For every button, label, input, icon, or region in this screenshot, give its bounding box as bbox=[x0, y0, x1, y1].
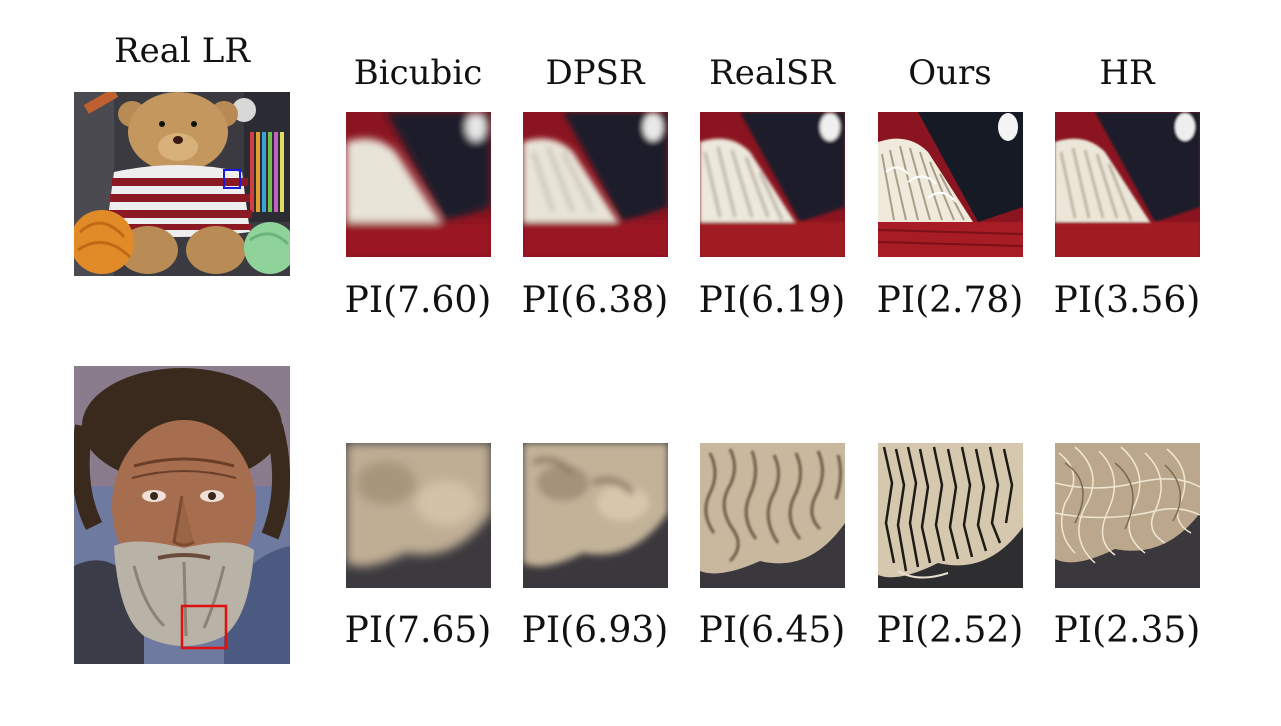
teddy-hr-score: PI(3.56) bbox=[1053, 280, 1201, 321]
teddy-bicubic-score: PI(7.60) bbox=[344, 280, 492, 321]
old-man-lr-image bbox=[74, 366, 290, 664]
teddy-ours-crop bbox=[878, 112, 1023, 257]
old-man-ours-crop bbox=[878, 443, 1023, 588]
teddy-dpsr-crop bbox=[523, 112, 668, 257]
header-real-lr: Real LR bbox=[114, 31, 250, 71]
header-hr: HR bbox=[1099, 53, 1155, 93]
teddy-realsr-crop bbox=[700, 112, 845, 257]
header-realsr: RealSR bbox=[709, 53, 835, 93]
old-man-realsr-score: PI(6.45) bbox=[698, 610, 846, 651]
old-man-dpsr-score: PI(6.93) bbox=[521, 610, 669, 651]
old-man-bicubic-score: PI(7.65) bbox=[344, 610, 492, 651]
teddy-bicubic-crop bbox=[346, 112, 491, 257]
old-man-ours-score: PI(2.52) bbox=[876, 610, 1024, 651]
teddy-ours-score: PI(2.78) bbox=[876, 280, 1024, 321]
teddy-realsr-score: PI(6.19) bbox=[698, 280, 846, 321]
teddy-bear-lr-image bbox=[74, 92, 290, 276]
old-man-roi-box bbox=[180, 604, 228, 650]
old-man-bicubic-crop bbox=[346, 443, 491, 588]
header-dpsr: DPSR bbox=[545, 53, 645, 93]
teddy-dpsr-score: PI(6.38) bbox=[521, 280, 669, 321]
header-bicubic: Bicubic bbox=[353, 53, 483, 93]
teddy-roi-box bbox=[223, 169, 241, 189]
teddy-hr-crop bbox=[1055, 112, 1200, 257]
header-ours: Ours bbox=[908, 53, 992, 93]
old-man-realsr-crop bbox=[700, 443, 845, 588]
old-man-dpsr-crop bbox=[523, 443, 668, 588]
old-man-hr-crop bbox=[1055, 443, 1200, 588]
old-man-hr-score: PI(2.35) bbox=[1053, 610, 1201, 651]
